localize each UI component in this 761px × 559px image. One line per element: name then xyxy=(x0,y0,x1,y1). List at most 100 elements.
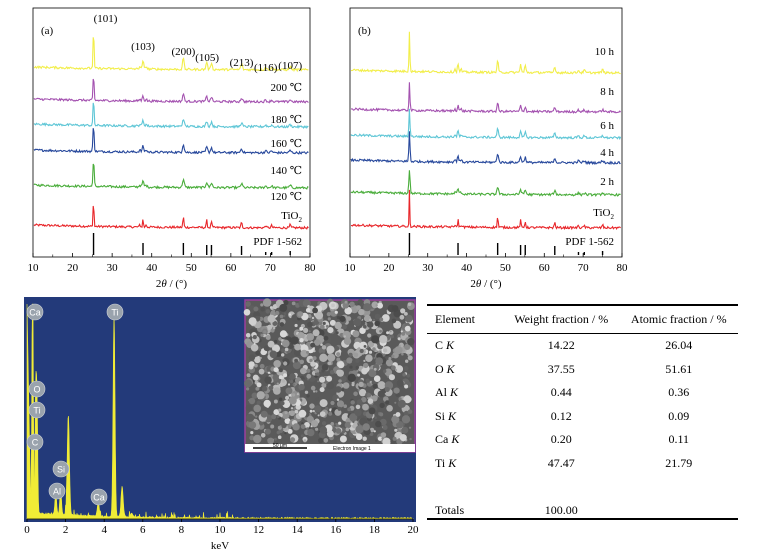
sem-grain xyxy=(265,335,271,340)
xrd-panel-b: 10 20 30 40 50 60 70 80 2θ / (°) (b) PDF 1-562 TiO2… xyxy=(345,7,628,290)
sem-grain xyxy=(336,315,340,320)
sem-grain xyxy=(263,399,271,408)
sem-grain xyxy=(267,340,275,348)
sem-grain xyxy=(385,400,390,405)
sem-grain xyxy=(325,406,329,411)
sem-grain xyxy=(331,303,335,308)
sem-grain xyxy=(407,302,412,307)
sem-grain xyxy=(339,435,347,443)
sem-grain xyxy=(273,399,278,404)
atomic-cell: 0.11 xyxy=(668,432,690,447)
sem-grain xyxy=(384,387,390,392)
sem-grain xyxy=(272,321,278,326)
sem-caption: Electron Image 1 xyxy=(333,446,371,452)
sem-grain xyxy=(366,321,374,328)
sem-grain xyxy=(362,423,370,431)
sem-grain xyxy=(327,327,334,334)
element-marker xyxy=(106,303,124,321)
sem-grain xyxy=(329,319,336,326)
sem-grain xyxy=(373,375,381,383)
sem-grain xyxy=(313,350,316,353)
sem-grain xyxy=(273,409,280,416)
x-tick-label: 4 xyxy=(101,524,107,536)
sem-grain xyxy=(365,354,373,363)
sem-grain xyxy=(394,401,397,404)
sem-grain xyxy=(343,335,346,338)
sem-grain xyxy=(355,433,363,441)
sem-grain xyxy=(345,427,350,432)
sem-grain xyxy=(361,396,367,403)
x-tick-label: 8 xyxy=(179,524,185,536)
peak-label: (101) xyxy=(94,13,118,25)
sem-grain xyxy=(250,431,254,435)
peak-label: (103) xyxy=(131,41,155,53)
sem-grain xyxy=(335,386,342,393)
sem-grain xyxy=(336,352,341,357)
sem-grain xyxy=(333,424,337,427)
sem-grain xyxy=(354,409,362,417)
sem-grain xyxy=(398,397,402,401)
sem-grain xyxy=(358,308,365,316)
sem-grain xyxy=(297,332,305,340)
series-label: 2 h xyxy=(600,176,614,188)
sem-grain xyxy=(334,310,338,314)
sem-grain xyxy=(314,368,320,374)
series-label: 120 ℃ xyxy=(270,191,302,203)
sem-grain xyxy=(347,373,356,382)
sem-grain xyxy=(256,391,265,400)
x-tick-label: 20 xyxy=(67,262,79,274)
series-line xyxy=(350,108,622,141)
x-tick-label: 80 xyxy=(305,262,317,274)
x-tick-label: 30 xyxy=(107,262,119,274)
sem-grain xyxy=(392,436,397,441)
sem-grain xyxy=(350,400,355,405)
sem-grain xyxy=(356,305,361,310)
sem-grain xyxy=(259,363,265,369)
x-ray-line: K xyxy=(451,432,460,447)
sem-grain xyxy=(254,357,258,361)
element-cell: O K xyxy=(427,358,503,382)
sem-grain xyxy=(317,414,320,417)
sem-grain xyxy=(349,301,355,307)
sem-grain xyxy=(373,367,377,371)
sem-grain xyxy=(256,382,262,388)
x-tick-label: 70 xyxy=(265,262,277,274)
weight-cell: 37.55 xyxy=(547,361,575,376)
sem-grain xyxy=(319,376,326,383)
sem-grain xyxy=(373,430,376,433)
sem-grain xyxy=(248,354,255,361)
sem-grain xyxy=(276,415,280,419)
sem-grain xyxy=(246,387,250,391)
x-tick-label: 6 xyxy=(140,524,146,536)
column-header: Weight fraction / % xyxy=(503,306,620,334)
sem-grain xyxy=(270,328,275,333)
sem-grain xyxy=(342,382,350,389)
sem-grain xyxy=(363,325,367,329)
composition-table: Element Weight fraction / % Atomic fract… xyxy=(427,304,738,520)
sem-grain xyxy=(290,336,299,345)
sem-grain xyxy=(303,327,309,333)
sem-grain xyxy=(400,308,406,314)
sem-grain xyxy=(276,430,280,435)
x-tick-label: 40 xyxy=(146,262,158,274)
sem-grain xyxy=(289,373,296,380)
sem-grain xyxy=(287,374,290,377)
sem-grain xyxy=(309,358,313,363)
series-line xyxy=(33,128,309,155)
sem-grain xyxy=(250,343,259,352)
x-axis-label: 2θ / (°) xyxy=(470,278,502,290)
sem-grain xyxy=(262,298,272,307)
sem-grain xyxy=(357,373,361,377)
element-symbol: O xyxy=(435,361,447,376)
element-label: Al xyxy=(53,487,61,497)
sem-grain xyxy=(348,352,353,357)
element-symbol: C xyxy=(435,338,447,353)
sem-grain xyxy=(381,314,390,322)
sem-grain xyxy=(375,357,384,365)
sem-grain xyxy=(379,418,387,426)
sem-grain xyxy=(401,332,406,336)
sem-grain xyxy=(278,368,283,373)
sem-grain xyxy=(343,404,348,409)
sem-grain xyxy=(323,335,329,341)
sem-grain xyxy=(299,359,305,365)
